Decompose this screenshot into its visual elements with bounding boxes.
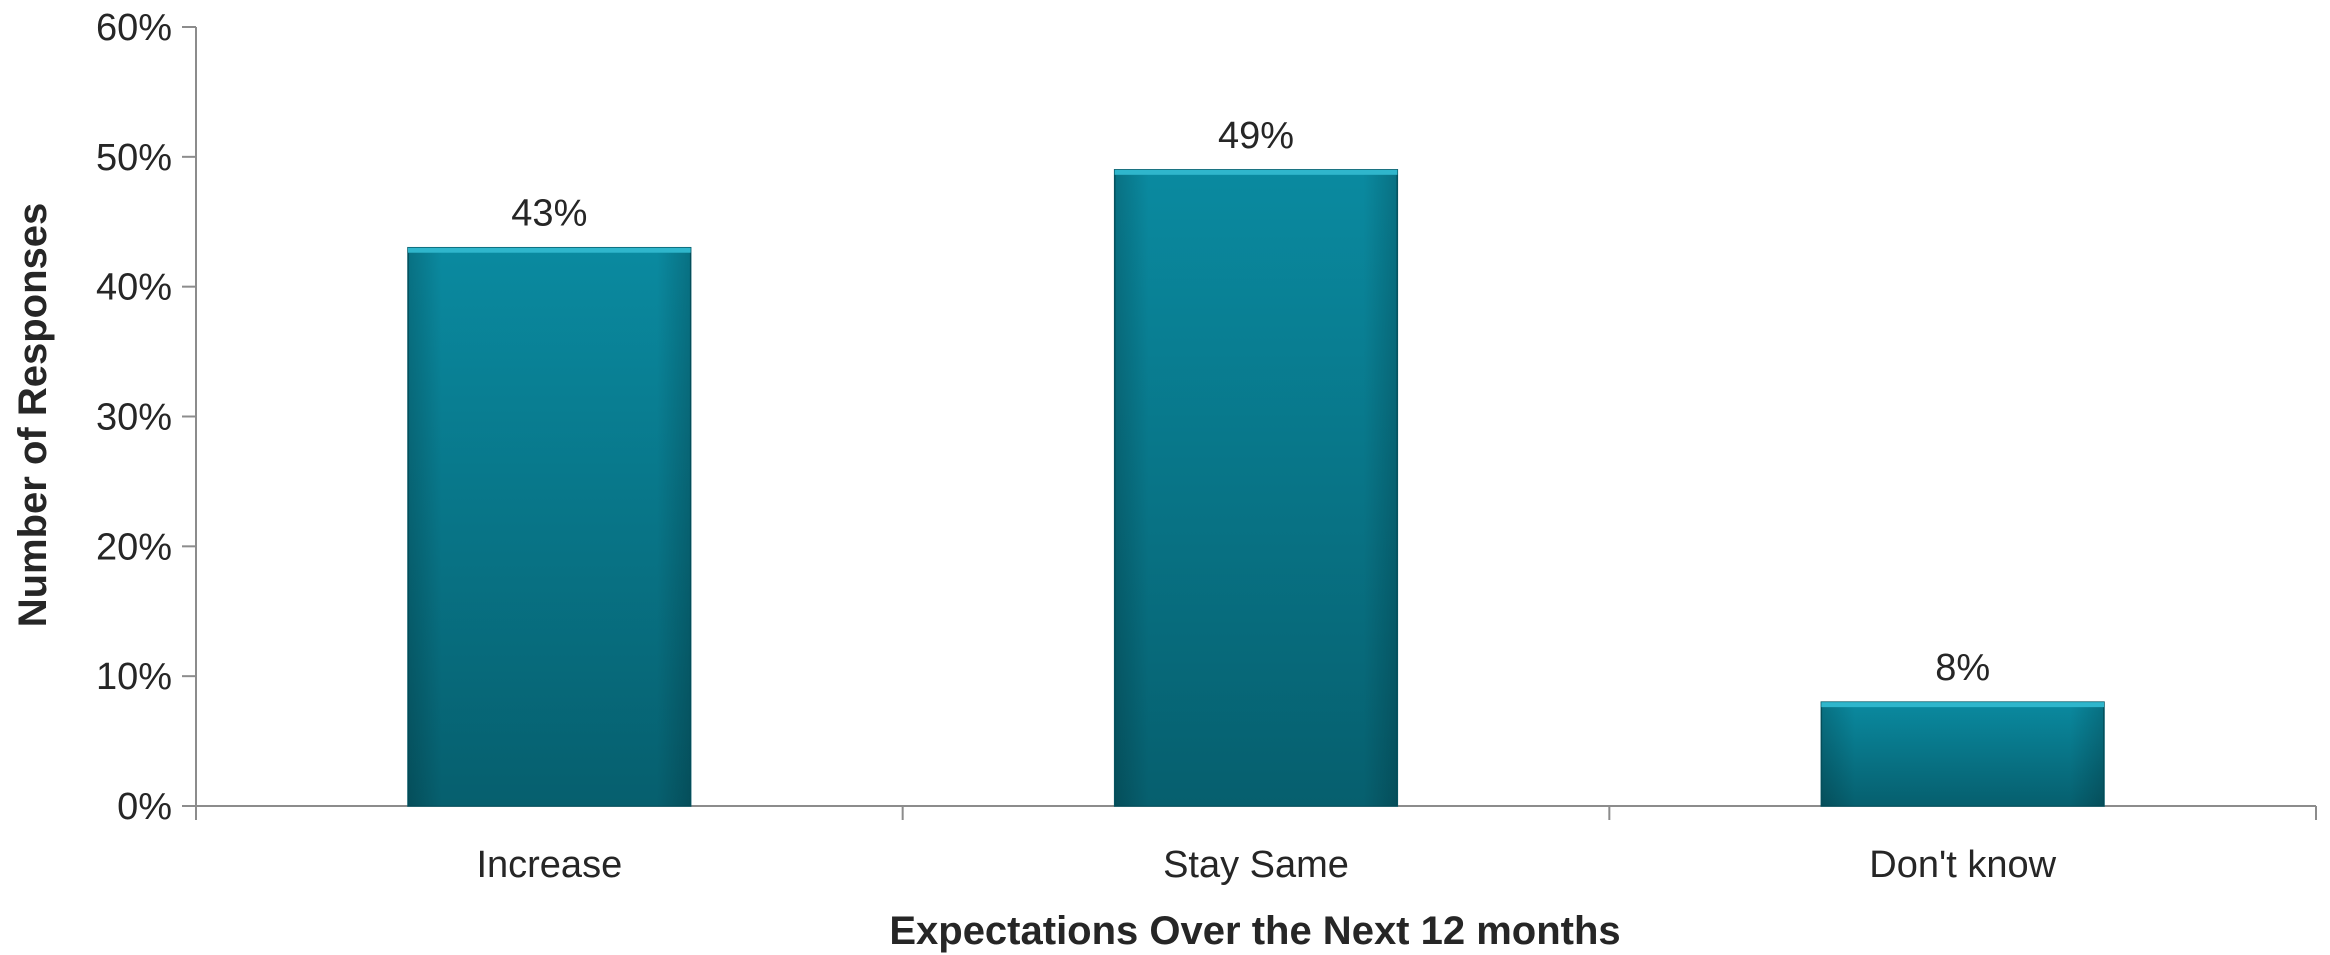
- bars: [407, 169, 2105, 807]
- y-tick-label: 60%: [96, 7, 172, 49]
- y-tick-label: 40%: [96, 267, 172, 309]
- y-axis-title: Number of Responses: [11, 203, 55, 628]
- data-label: 49%: [1218, 115, 1294, 157]
- bar-shade: [1114, 169, 1398, 807]
- bar-shade: [408, 247, 691, 806]
- bar-highlight: [1821, 702, 2104, 708]
- data-label: 43%: [511, 193, 587, 235]
- y-tick-label: 0%: [117, 786, 172, 828]
- x-tick-label: Increase: [476, 844, 622, 886]
- data-label: 8%: [1935, 647, 1990, 689]
- y-tick-label: 50%: [96, 137, 172, 179]
- y-tick-label: 30%: [96, 397, 172, 439]
- x-axis-title: Expectations Over the Next 12 months: [889, 909, 1620, 953]
- x-axis: Increase Stay Same Don't know: [195, 805, 2317, 886]
- x-tick-label: Stay Same: [1163, 844, 1349, 886]
- y-tick-label: 20%: [96, 526, 172, 568]
- bar-shade: [1821, 702, 2104, 806]
- bar-highlight: [1114, 169, 1398, 175]
- x-tick-label: Don't know: [1869, 844, 2056, 886]
- data-labels: 43% 49% 8%: [511, 115, 1990, 689]
- bar-highlight: [408, 247, 691, 253]
- y-tick-label: 10%: [96, 656, 172, 698]
- y-axis: 0% 10% 20% 30% 40% 50% 60%: [96, 7, 197, 828]
